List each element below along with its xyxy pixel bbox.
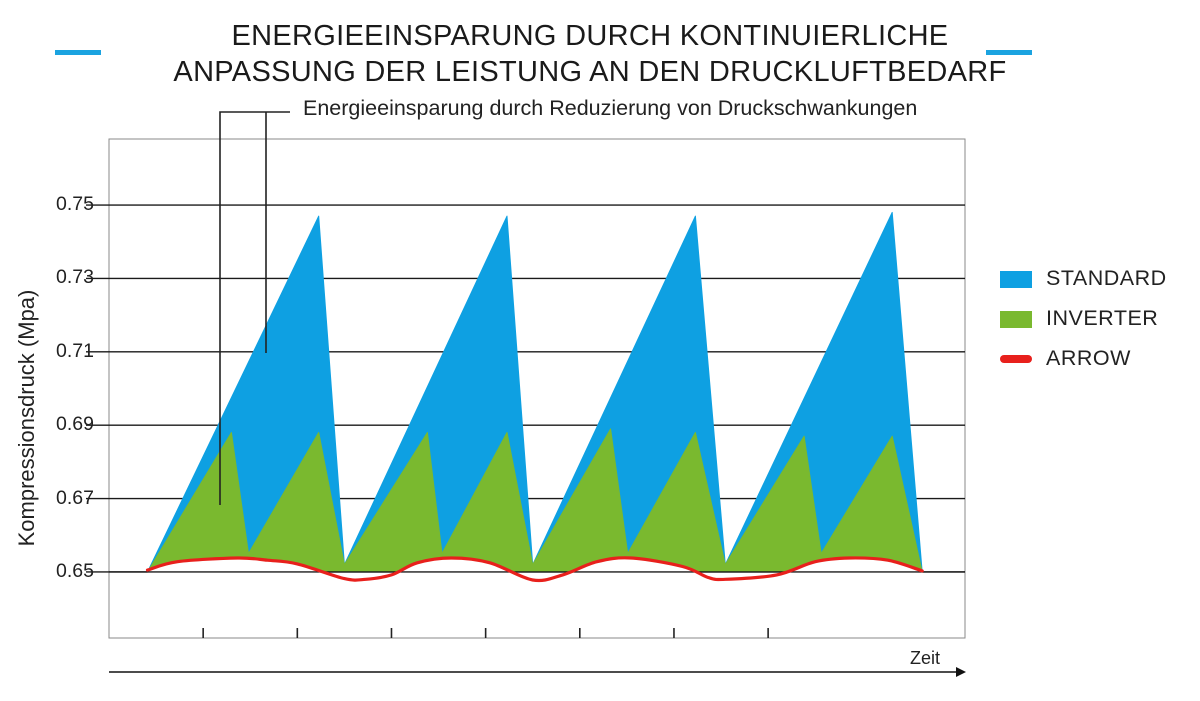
y-tick-label: 0.75 bbox=[56, 193, 94, 216]
annotation-label: Energieeinsparung durch Reduzierung von … bbox=[303, 96, 918, 120]
title-accent-dash-left bbox=[55, 50, 101, 55]
series-line-arrow bbox=[145, 556, 924, 583]
annotation-leader-lines bbox=[219, 111, 290, 505]
chart-title-line-1: ENERGIEEINSPARUNG DURCH KONTINUIERLICHE bbox=[231, 20, 949, 52]
x-axis-ticks bbox=[202, 628, 769, 638]
y-tick-label: 0.65 bbox=[56, 559, 94, 582]
arrow-curve-underfill bbox=[147, 557, 923, 589]
legend-swatch-standard bbox=[1000, 271, 1032, 288]
legend-label-standard: STANDARD bbox=[1046, 266, 1167, 290]
y-tick-label: 0.69 bbox=[56, 413, 94, 436]
title-accent-dash-right bbox=[986, 50, 1032, 55]
y-tick-label: 0.67 bbox=[56, 486, 94, 509]
legend-swatch-inverter bbox=[1000, 311, 1032, 328]
y-tick-label: 0.71 bbox=[56, 339, 94, 362]
legend-label-inverter: INVERTER bbox=[1046, 306, 1159, 330]
x-axis-label: Zeit bbox=[910, 648, 941, 668]
time-arrow-head bbox=[956, 667, 966, 677]
chart-title-line-2: ANPASSUNG DER LEISTUNG AN DEN DRUCKLUFTB… bbox=[173, 56, 1007, 88]
y-tick-label: 0.73 bbox=[56, 266, 94, 289]
legend-label-arrow: ARROW bbox=[1046, 346, 1131, 370]
series-curve bbox=[109, 556, 965, 589]
legend-swatch-arrow bbox=[1000, 355, 1032, 363]
time-arrow bbox=[109, 667, 966, 677]
